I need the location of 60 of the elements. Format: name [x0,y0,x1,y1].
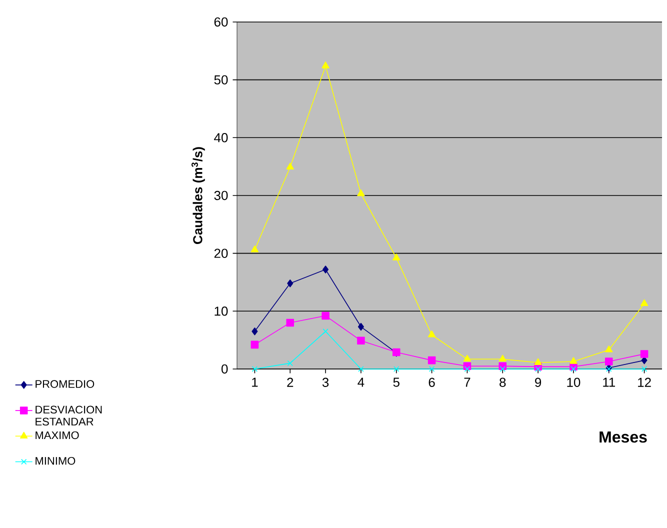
x-tick-label: 2 [287,378,294,387]
point [534,358,542,366]
point [357,189,365,196]
y-tick-label: 40 [214,133,228,142]
point [358,322,364,331]
point [464,366,470,372]
x-tick-label: 3 [322,378,329,387]
point [640,299,648,306]
point [250,340,259,349]
point [286,318,294,327]
point [394,366,400,372]
y-tick-label: 20 [214,248,228,258]
point [535,366,541,372]
legend-label: DESVIACION ESTANDAR [36,406,102,426]
point [322,328,328,334]
point [287,360,293,366]
legend-label: PROMEDIO [36,380,94,388]
y-tick-label: 60 [214,17,228,27]
x-axis-title: Meses [600,432,647,443]
x-tick-label: 12 [638,378,651,387]
x-tick-label: 10 [567,378,580,387]
point [252,366,258,372]
point [250,245,259,252]
y-tick-label: 50 [214,75,228,84]
legend-label: MAXIMO [36,431,79,440]
x-tick-label: 9 [535,378,542,387]
y-axis-title: Caudales (m$^{3}$/s) [192,147,205,244]
y-tick-label: 30 [214,190,228,200]
x-tick-label: 5 [393,378,400,387]
point [463,354,472,362]
point [428,366,435,372]
point [641,366,648,372]
point [498,354,506,362]
x-tick-label: 8 [500,378,506,387]
point [252,328,258,336]
x-tick-label: 4 [358,378,364,387]
point [428,330,436,338]
point [358,366,364,372]
point [500,366,506,372]
point [322,62,330,68]
point [604,358,613,366]
point [287,280,294,288]
x-tick-label: 1 [252,378,258,387]
point [640,350,648,358]
x-tick-label: 11 [603,378,615,387]
point [570,357,578,364]
point [392,254,400,260]
point [322,312,330,320]
legend-label: MINIMO [36,456,76,465]
point [357,336,365,345]
y-tick-label: 10 [214,306,228,316]
x-tick-label: 7 [464,378,470,387]
point [570,366,576,372]
point [322,266,329,274]
point [286,162,294,170]
x-tick-label: 6 [428,378,435,387]
point [606,366,612,372]
point [428,356,436,364]
y-tick-label: 0 [222,364,228,374]
point [605,346,613,352]
